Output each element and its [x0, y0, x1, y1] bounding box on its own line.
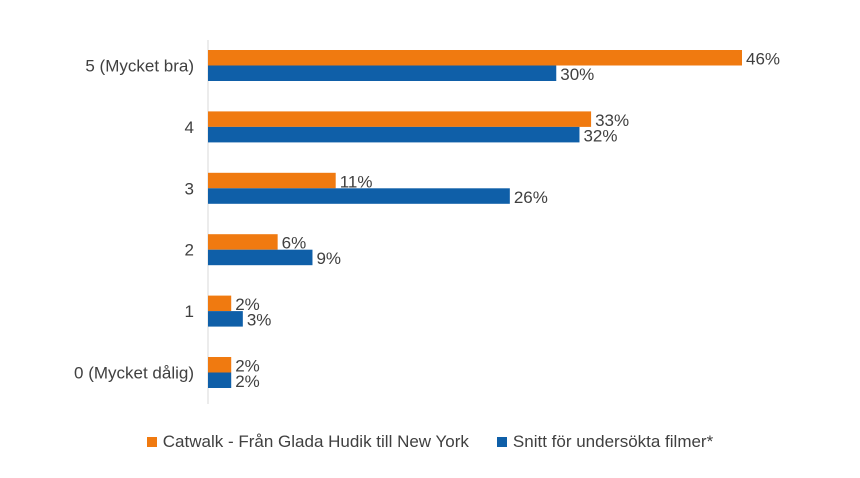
bar-series-2	[208, 65, 557, 81]
bar-series-1	[208, 172, 336, 189]
bar-series-1	[208, 357, 232, 373]
category-label: 5 (Mycket bra)	[85, 57, 194, 76]
bar-series-2	[208, 188, 510, 204]
legend-item-series-2: Snitt för undersökta filmer*	[496, 432, 714, 452]
category-label: 0 (Mycket dålig)	[74, 364, 194, 383]
category-label: 1	[185, 302, 194, 321]
category-label: 3	[185, 179, 194, 198]
data-label-series-1: 2%	[235, 357, 260, 376]
legend: Catwalk - Från Glada Hudik till New York…	[0, 432, 860, 452]
legend-swatch-series-1	[146, 437, 157, 447]
value-labels: 46%30%33%32%11%26%6%9%2%3%2%2%	[235, 50, 780, 392]
bars	[208, 50, 742, 388]
bar-series-2	[208, 372, 232, 388]
category-label: 2	[185, 241, 194, 260]
data-label-series-2: 32%	[583, 126, 617, 145]
data-label-series-1: 11%	[340, 172, 373, 191]
category-label: 4	[185, 118, 194, 137]
bar-series-1	[208, 234, 278, 250]
data-label-series-2: 9%	[316, 249, 341, 268]
data-label-series-2: 3%	[247, 311, 272, 330]
bar-series-1	[208, 50, 742, 66]
legend-swatch-series-2	[496, 437, 507, 447]
data-label-series-1: 6%	[282, 234, 307, 253]
data-label-series-1: 33%	[595, 111, 629, 130]
legend-item-series-1: Catwalk - Från Glada Hudik till New York	[146, 432, 469, 452]
data-label-series-2: 2%	[235, 372, 260, 391]
bar-series-2	[208, 311, 243, 327]
bar-series-2	[208, 126, 580, 143]
legend-label-series-1: Catwalk - Från Glada Hudik till New York	[162, 432, 469, 451]
bar-series-2	[208, 249, 313, 266]
data-label-series-1: 2%	[235, 295, 260, 314]
data-label-series-1: 46%	[746, 50, 780, 69]
bar-series-1	[208, 295, 232, 312]
data-label-series-2: 26%	[514, 188, 548, 207]
data-label-series-2: 30%	[560, 65, 594, 84]
legend-label-series-2: Snitt för undersökta filmer*	[512, 432, 714, 451]
bar-series-1	[208, 111, 592, 127]
category-labels: 5 (Mycket bra) 4 3 2 1 0 (Mycket dålig)	[74, 57, 194, 383]
